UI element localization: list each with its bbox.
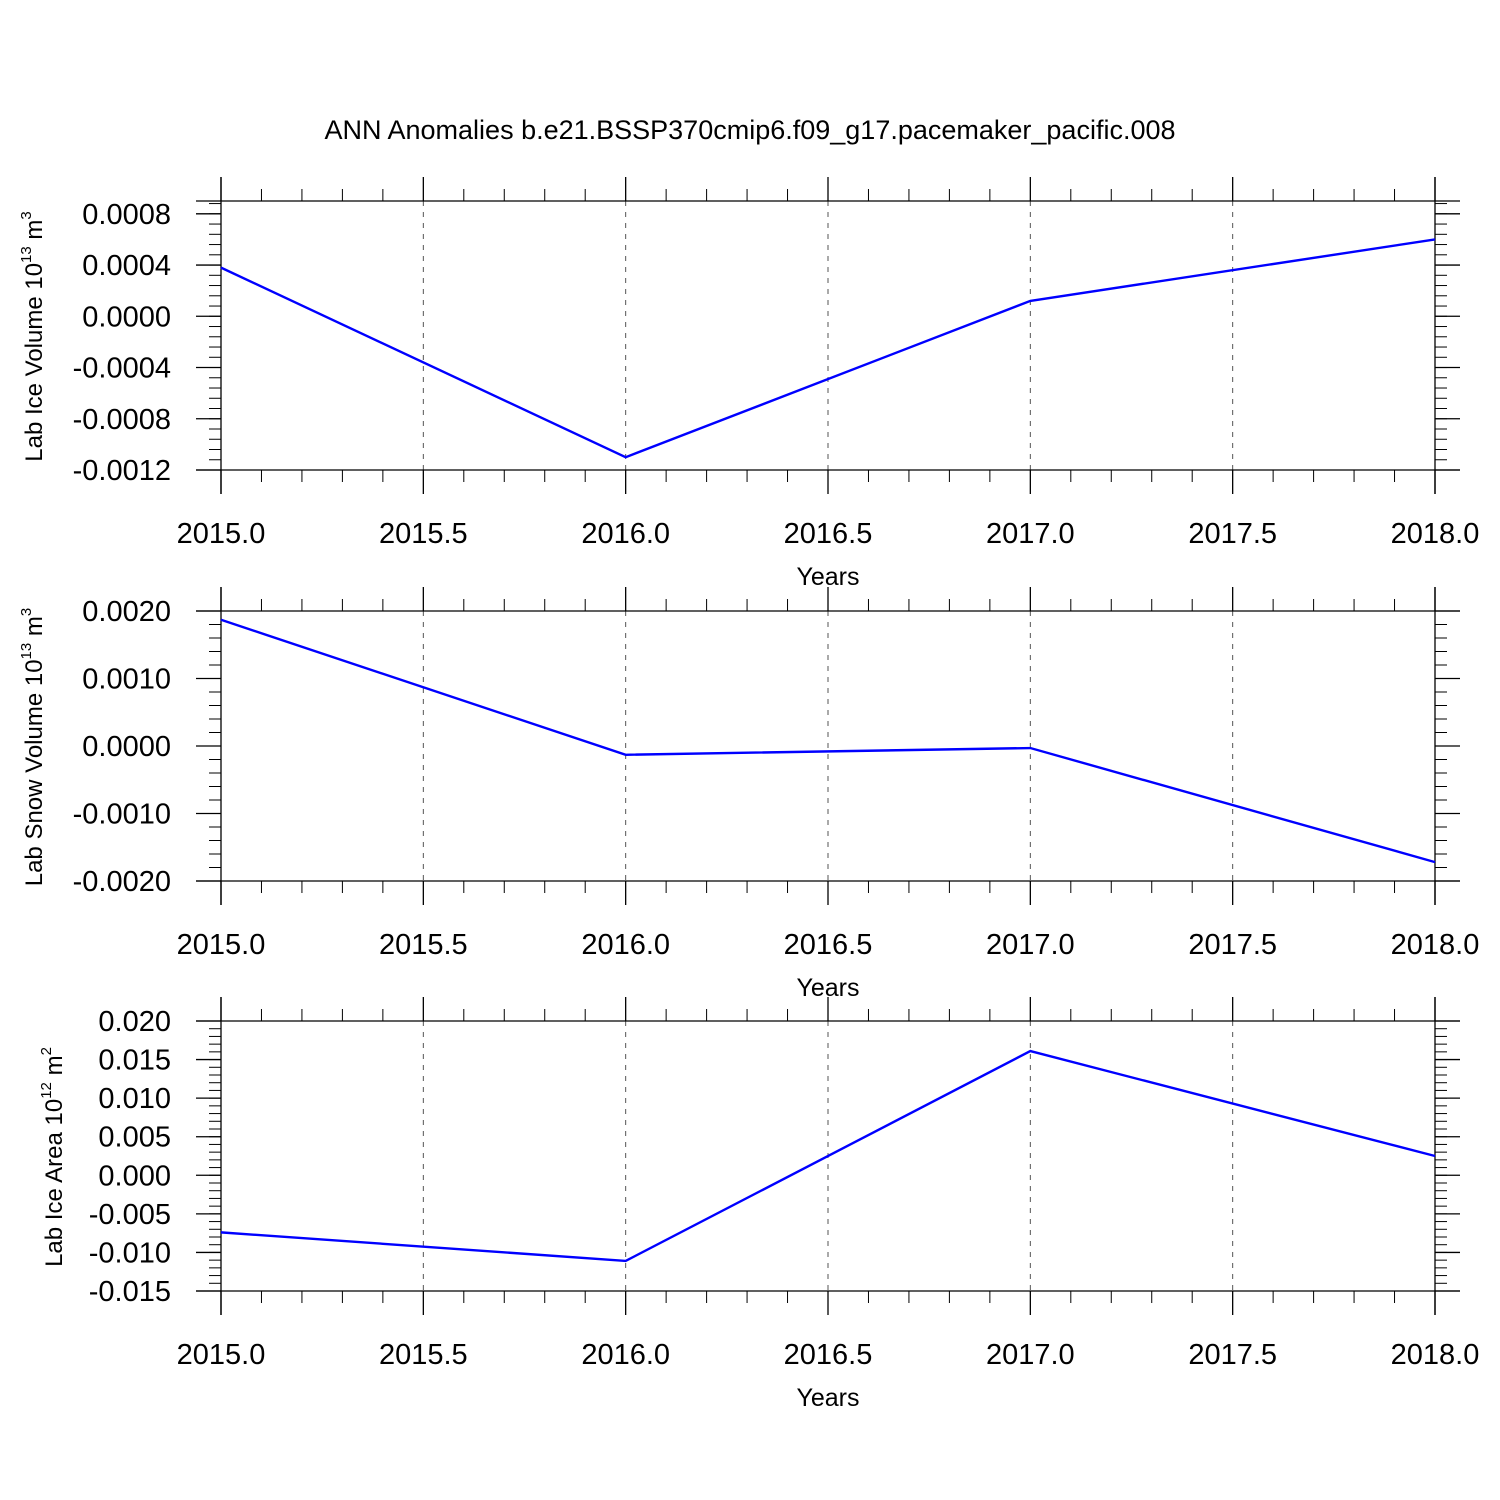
y-tick-label: -0.005: [89, 1199, 171, 1231]
y-axis-title-exponent: 12: [38, 1082, 55, 1099]
x-tick-label: 2018.0: [1391, 1339, 1480, 1371]
y-axis-title: Lab Ice Volume 1013 m3: [18, 211, 48, 462]
chart-panel-1: 0.00080.00040.0000-0.0004-0.0008-0.00122…: [18, 177, 1479, 591]
y-tick-label: 0.0000: [82, 731, 171, 763]
x-tick-label: 2016.0: [581, 518, 670, 550]
y-tick-label: 0.010: [98, 1083, 171, 1115]
x-axis-title: Years: [796, 1384, 859, 1412]
y-tick-label: 0.0000: [82, 301, 171, 333]
x-tick-label: 2017.5: [1188, 1339, 1277, 1371]
y-tick-label: 0.020: [98, 1006, 171, 1038]
x-tick-label: 2018.0: [1391, 518, 1480, 550]
x-tick-label: 2017.0: [986, 1339, 1075, 1371]
x-tick-label: 2016.5: [784, 929, 873, 961]
figure-title: ANN Anomalies b.e21.BSSP370cmip6.f09_g17…: [324, 115, 1175, 145]
y-tick-label: -0.010: [89, 1237, 171, 1269]
y-axis-title-exponent: 13: [18, 643, 35, 660]
x-tick-label: 2016.0: [581, 929, 670, 961]
y-axis-title-unit: m: [41, 1055, 68, 1082]
y-tick-label: 0.0008: [82, 199, 171, 231]
y-tick-label: 0.000: [98, 1160, 171, 1192]
x-tick-label: 2016.5: [784, 1339, 873, 1371]
y-axis-title-text: Lab Ice Volume 10: [21, 263, 48, 462]
x-tick-label: 2015.5: [379, 1339, 468, 1371]
y-tick-label: -0.0010: [73, 799, 171, 831]
y-tick-label: 0.0010: [82, 664, 171, 696]
x-axis-title: Years: [796, 563, 859, 591]
x-tick-label: 2015.0: [177, 1339, 266, 1371]
y-tick-label: -0.0004: [73, 353, 171, 385]
x-tick-label: 2015.5: [379, 518, 468, 550]
y-axis-title-unit-exponent: 3: [18, 608, 35, 616]
y-tick-label: 0.0020: [82, 596, 171, 628]
y-axis-title-exponent: 13: [18, 246, 35, 263]
x-tick-label: 2016.5: [784, 518, 873, 550]
y-tick-label: -0.015: [89, 1276, 171, 1308]
y-axis-title-unit-exponent: 3: [18, 211, 35, 219]
y-tick-label: 0.0004: [82, 250, 171, 282]
x-tick-label: 2018.0: [1391, 929, 1480, 961]
y-axis-title-unit-exponent: 2: [38, 1047, 55, 1055]
y-tick-label: 0.015: [98, 1045, 171, 1077]
x-tick-label: 2017.5: [1188, 518, 1277, 550]
x-tick-label: 2015.5: [379, 929, 468, 961]
x-tick-label: 2017.0: [986, 929, 1075, 961]
y-axis-title-unit: m: [21, 220, 48, 247]
x-tick-label: 2017.0: [986, 518, 1075, 550]
y-axis-title-unit: m: [21, 616, 48, 643]
series-line: [220, 238, 1436, 459]
chart-panel-3: 0.020 0.015 0.010 0.005 0.000 -0.005 -0.010 -0.…: [38, 997, 1479, 1412]
x-tick-label: 2016.0: [581, 1339, 670, 1371]
y-axis-title-text: Lab Snow Volume 10: [21, 659, 48, 886]
y-tick-label: -0.0020: [73, 866, 171, 898]
y-tick-label: -0.0012: [73, 455, 171, 487]
series-line: [220, 618, 1436, 864]
y-axis-title: Lab Snow Volume 1013 m3: [18, 608, 48, 887]
y-tick-label: -0.0008: [73, 404, 171, 436]
series-line: [220, 1049, 1436, 1263]
x-tick-label: 2015.0: [177, 929, 266, 961]
x-tick-label: 2015.0: [177, 518, 266, 550]
y-axis-title-text: Lab Ice Area 10: [41, 1099, 68, 1267]
x-tick-label: 2017.5: [1188, 929, 1277, 961]
y-axis-title: Lab Ice Area 1012 m2: [38, 1047, 68, 1267]
y-tick-label: 0.005: [98, 1122, 171, 1154]
